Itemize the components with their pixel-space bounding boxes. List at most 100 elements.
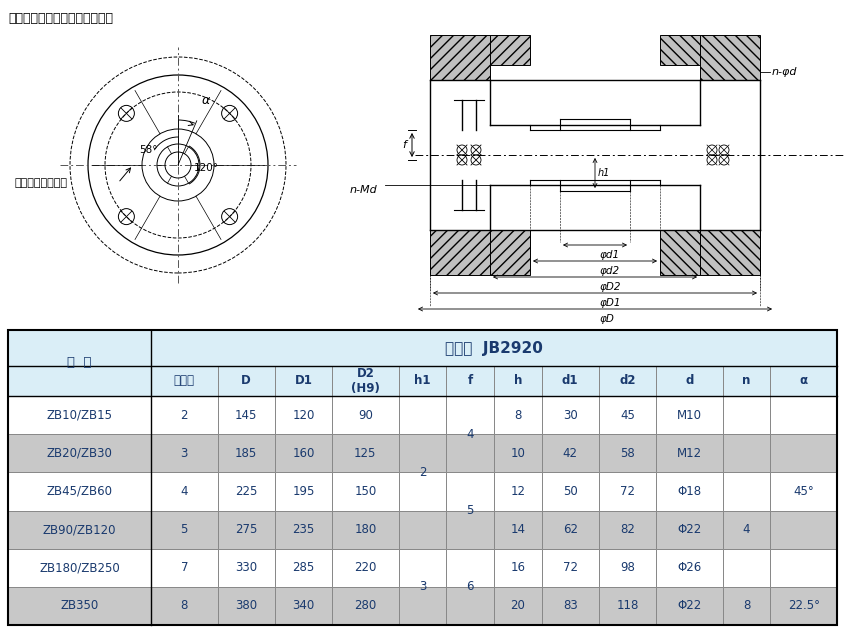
Text: d: d — [684, 375, 693, 387]
Bar — [446, 366, 494, 396]
Text: 160: 160 — [292, 447, 314, 460]
Bar — [598, 472, 655, 511]
Text: 50: 50 — [562, 485, 577, 498]
Text: f: f — [402, 140, 405, 150]
Text: 与阀门连接的结构示意图及尺寸: 与阀门连接的结构示意图及尺寸 — [8, 12, 113, 25]
Text: 7: 7 — [181, 561, 188, 574]
Bar — [398, 511, 446, 549]
Bar — [494, 549, 541, 587]
Text: 195: 195 — [292, 485, 314, 498]
Bar — [218, 472, 274, 511]
Text: d1: d1 — [561, 375, 578, 387]
Bar — [655, 434, 722, 472]
Bar — [218, 549, 274, 587]
Bar — [8, 472, 151, 511]
Bar — [398, 472, 446, 511]
Text: 380: 380 — [235, 599, 257, 612]
Bar — [598, 549, 655, 587]
Text: 4: 4 — [742, 523, 749, 536]
Text: 2: 2 — [419, 466, 425, 479]
Bar — [430, 35, 490, 80]
Bar — [8, 549, 151, 587]
Text: 45°: 45° — [793, 485, 813, 498]
Bar — [398, 587, 446, 625]
Text: n-φd: n-φd — [771, 67, 797, 77]
Text: 12: 12 — [510, 485, 525, 498]
Text: ZB350: ZB350 — [60, 599, 99, 612]
Text: M12: M12 — [676, 447, 701, 460]
Text: φD2: φD2 — [599, 282, 621, 292]
Text: φd1: φd1 — [599, 250, 619, 260]
Text: D2
(H9): D2 (H9) — [350, 367, 379, 395]
Text: 16: 16 — [510, 561, 525, 574]
Text: 3: 3 — [181, 447, 187, 460]
Text: 125: 125 — [354, 447, 376, 460]
Bar — [494, 396, 541, 434]
Text: 82: 82 — [619, 523, 634, 536]
Text: 340: 340 — [292, 599, 314, 612]
Bar — [151, 587, 218, 625]
Text: h: h — [513, 375, 522, 387]
Bar — [274, 434, 332, 472]
Bar — [770, 549, 836, 587]
Text: D: D — [241, 375, 251, 387]
Bar — [722, 366, 770, 396]
Bar — [541, 549, 598, 587]
Text: 6: 6 — [466, 580, 473, 593]
Bar — [490, 35, 529, 65]
Bar — [655, 511, 722, 549]
Text: 45: 45 — [619, 408, 634, 422]
Bar — [332, 434, 398, 472]
Text: Φ22: Φ22 — [676, 523, 701, 536]
Text: φD1: φD1 — [599, 298, 621, 308]
Text: 与蜗杆轴心线平行: 与蜗杆轴心线平行 — [15, 178, 68, 188]
Text: 120: 120 — [292, 408, 314, 422]
Bar — [398, 549, 446, 587]
Text: 180: 180 — [354, 523, 376, 536]
Bar — [490, 230, 529, 275]
Bar — [722, 434, 770, 472]
Bar — [332, 511, 398, 549]
Text: 30: 30 — [562, 408, 577, 422]
Text: Φ22: Φ22 — [676, 599, 701, 612]
Bar — [151, 330, 836, 366]
Text: 330: 330 — [235, 561, 257, 574]
Bar — [655, 549, 722, 587]
Text: 98: 98 — [619, 561, 634, 574]
Text: 220: 220 — [354, 561, 376, 574]
Text: n: n — [741, 375, 749, 387]
Text: 285: 285 — [292, 561, 314, 574]
Bar — [770, 472, 836, 511]
Text: 280: 280 — [354, 599, 376, 612]
Bar — [332, 587, 398, 625]
Bar — [332, 396, 398, 434]
Text: φd2: φd2 — [599, 266, 619, 276]
Bar — [274, 587, 332, 625]
Text: 5: 5 — [466, 504, 473, 517]
Text: n-Md: n-Md — [349, 185, 377, 195]
Bar — [655, 366, 722, 396]
Bar — [541, 366, 598, 396]
Bar — [446, 511, 494, 549]
Bar — [398, 366, 446, 396]
Bar — [598, 511, 655, 549]
Text: f: f — [467, 375, 472, 387]
Text: 62: 62 — [562, 523, 577, 536]
Text: 225: 225 — [235, 485, 257, 498]
Text: 型  号: 型 号 — [68, 356, 92, 370]
Bar — [722, 396, 770, 434]
Text: 20: 20 — [510, 599, 525, 612]
Text: M10: M10 — [676, 408, 701, 422]
Bar — [332, 472, 398, 511]
Text: 90: 90 — [358, 408, 372, 422]
Bar — [8, 330, 836, 625]
Text: 8: 8 — [513, 408, 521, 422]
Text: 22.5°: 22.5° — [787, 599, 819, 612]
Text: ZB10/ZB15: ZB10/ZB15 — [46, 408, 112, 422]
Bar — [541, 396, 598, 434]
Text: 4: 4 — [181, 485, 188, 498]
Bar — [770, 434, 836, 472]
Text: 14: 14 — [510, 523, 525, 536]
Bar — [494, 434, 541, 472]
Bar — [446, 434, 494, 472]
